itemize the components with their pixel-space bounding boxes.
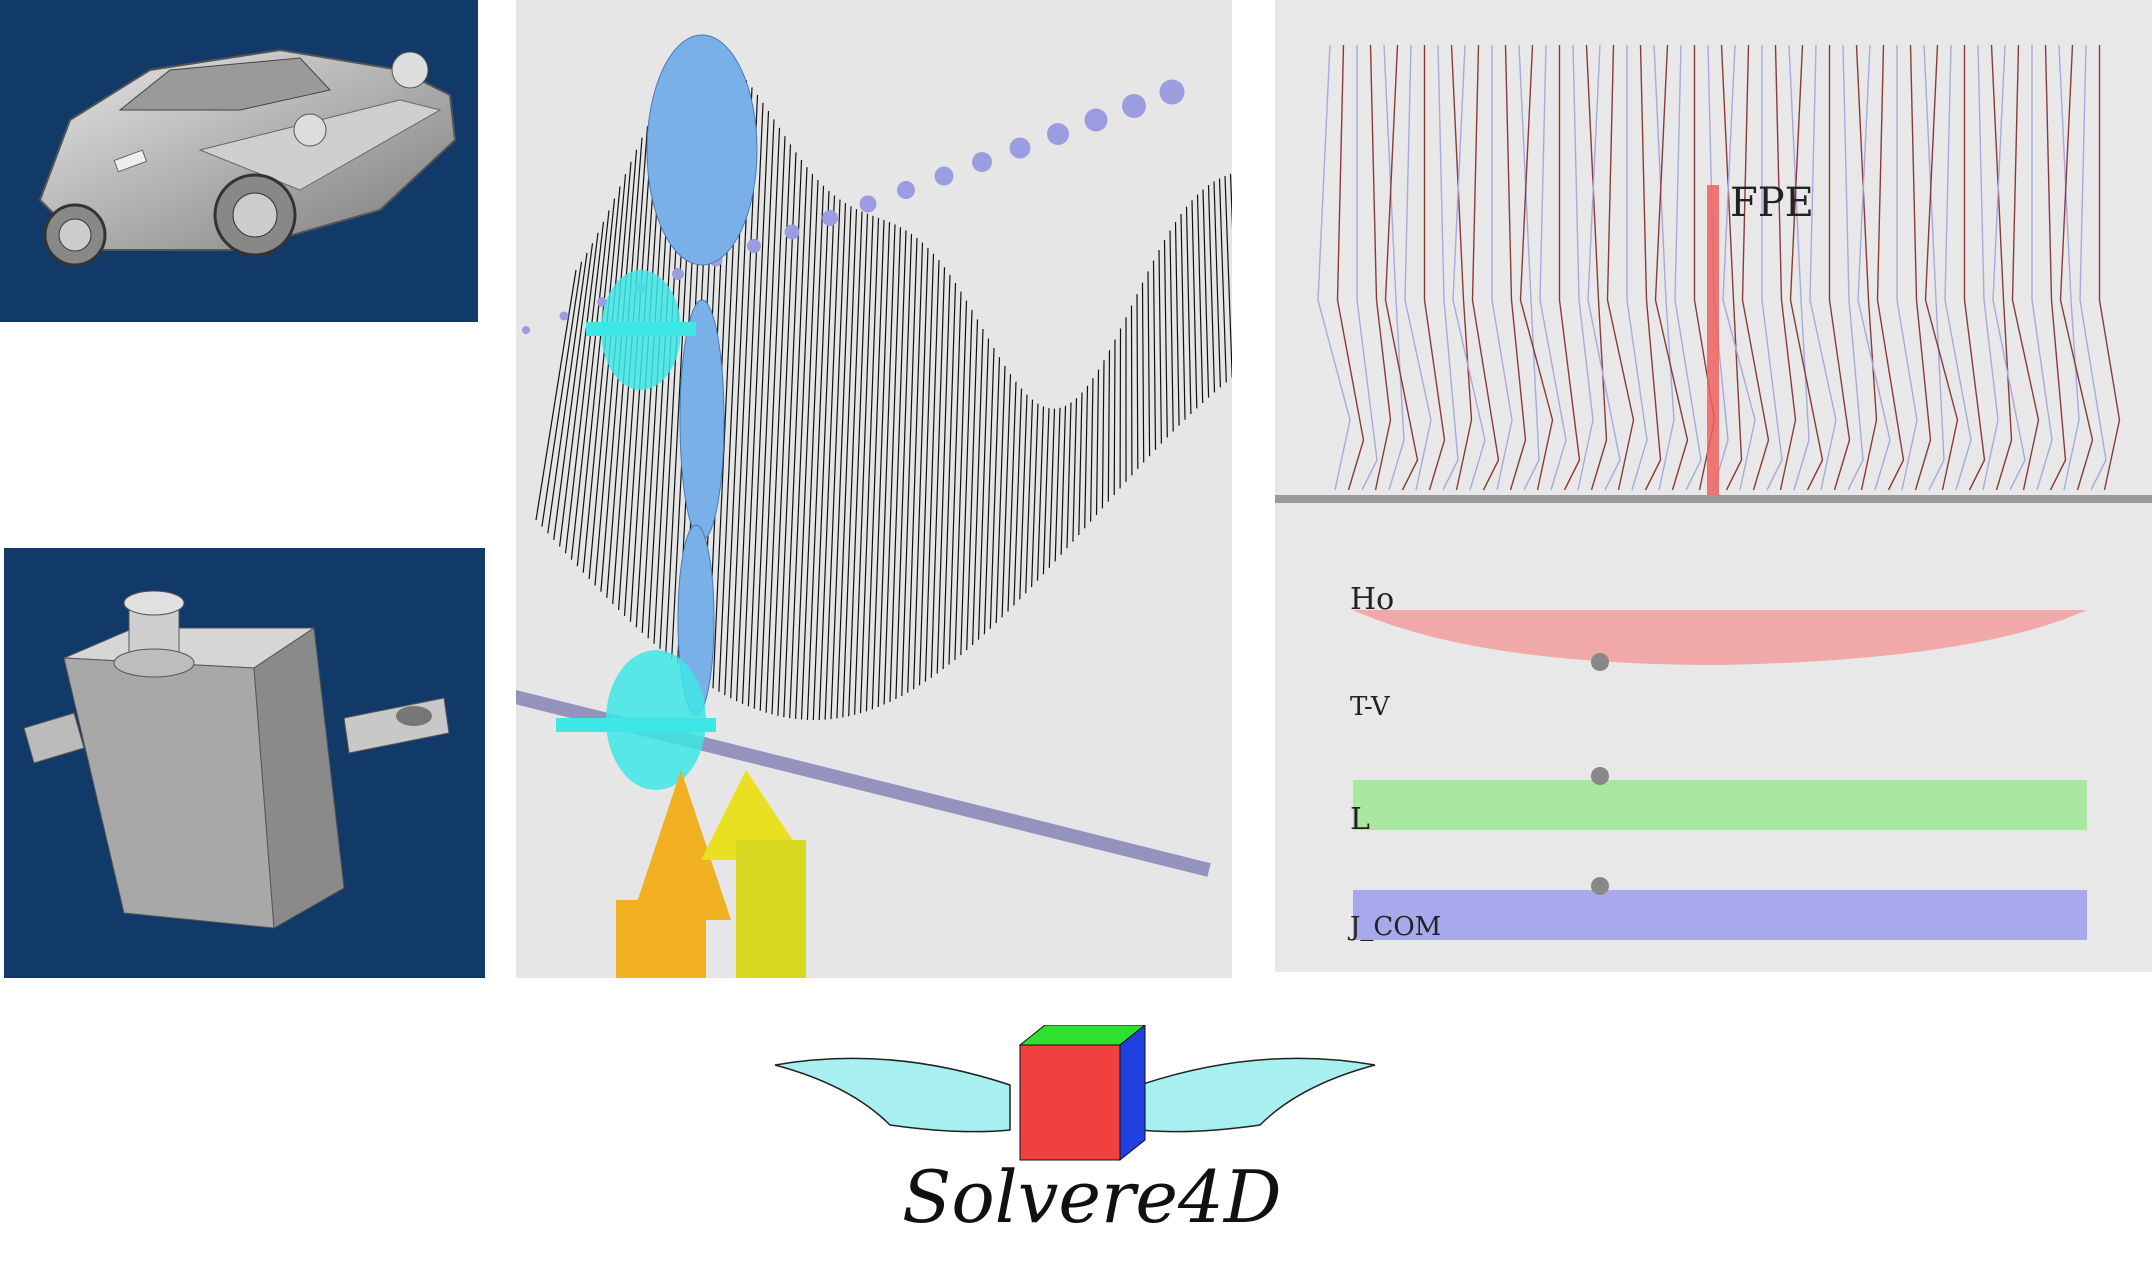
band-t-v bbox=[1353, 780, 2087, 830]
ground-line bbox=[1275, 495, 2152, 503]
band-label-t-v: T-V bbox=[1350, 692, 1390, 722]
ankle-axle bbox=[556, 718, 716, 732]
band-label-l: L bbox=[1350, 802, 1370, 837]
car-model-render bbox=[0, 0, 478, 322]
force-plot-viewport[interactable]: FPE Ho T-V L J_COM bbox=[1275, 0, 2152, 972]
biped-simulation-viewport[interactable] bbox=[516, 0, 1232, 978]
com-point bbox=[1591, 767, 1609, 785]
com-point bbox=[1591, 653, 1609, 671]
com-point bbox=[1591, 877, 1609, 895]
band-label-j-com: J_COM bbox=[1350, 912, 1441, 942]
car-model-viewport[interactable] bbox=[0, 0, 478, 322]
solvere4d-logo: Solvere4D bbox=[770, 1025, 1380, 1259]
servo-model-viewport[interactable] bbox=[4, 548, 485, 978]
band-l bbox=[1353, 890, 2087, 940]
com-points bbox=[1591, 653, 1609, 895]
hip-axle bbox=[586, 322, 696, 336]
torso-ellipsoid bbox=[647, 35, 757, 265]
biped-simulation-render bbox=[516, 0, 1232, 978]
logo-wordmark: Solvere4D bbox=[902, 1155, 1232, 1239]
band-ho bbox=[1353, 610, 2087, 665]
servo-model-render bbox=[4, 548, 485, 978]
fpe-label: FPE bbox=[1730, 180, 1814, 226]
band-label-ho: Ho bbox=[1350, 582, 1394, 617]
force-plot-render bbox=[1275, 0, 2152, 972]
fpe-marker-bar bbox=[1707, 185, 1719, 495]
